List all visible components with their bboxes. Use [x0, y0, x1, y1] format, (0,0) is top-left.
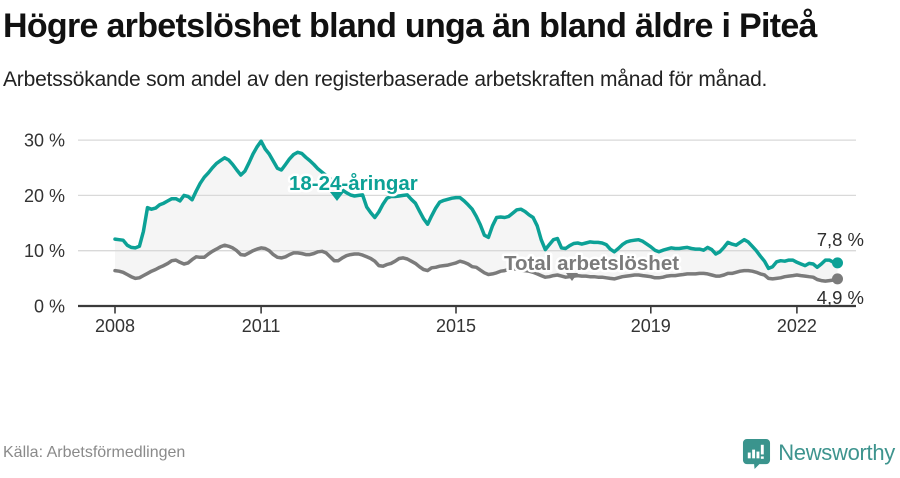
chart-subtitle: Arbetssökande som andel av den registerb…: [3, 68, 768, 91]
x-tick-label-2008: 2008: [95, 316, 135, 336]
total-end-dot: [832, 273, 843, 285]
page: Högre arbetslöshet bland unga än bland ä…: [0, 4, 900, 478]
brand-logo[interactable]: Newsworthy: [742, 438, 895, 469]
source-note: Källa: Arbetsförmedlingen: [3, 444, 186, 461]
brand-name: Newsworthy: [778, 440, 895, 465]
chart-title: Högre arbetslöshet bland unga än bland ä…: [3, 7, 817, 45]
line-total-unemployment: [113, 243, 840, 283]
youth-end-dot: [832, 257, 843, 269]
y-gridlines: 30 % 20 % 10 % 0 %: [24, 131, 856, 317]
footer: Källa: Arbetsförmedlingen Newsworthy: [3, 428, 895, 478]
line-chart: 30 % 20 % 10 % 0 % 2008 2011 2015 2019 2022 18-…: [24, 131, 864, 336]
y-tick-label-30: 30 %: [24, 131, 65, 151]
youth-end-value: 7,8 %: [817, 229, 864, 250]
youth-label-arrow-icon: [330, 192, 344, 201]
x-axis-ticks: 2008 2011 2015 2019 2022: [95, 306, 817, 336]
x-tick-label-2015: 2015: [436, 316, 476, 336]
series-label-youth: 18-24-åringar: [289, 172, 418, 195]
series-band-fill: [115, 141, 838, 282]
line-youth-unemployment: [113, 139, 840, 271]
y-tick-label-0: 0 %: [34, 297, 65, 317]
y-tick-label-20: 20 %: [24, 186, 65, 206]
x-tick-label-2022: 2022: [777, 316, 817, 336]
y-tick-label-10: 10 %: [24, 241, 65, 261]
newsworthy-icon: [743, 438, 771, 469]
series-label-total: Total arbetslöshet: [504, 252, 679, 275]
x-tick-label-2011: 2011: [242, 316, 281, 336]
x-tick-label-2019: 2019: [631, 316, 671, 336]
total-label-arrow-icon: [566, 273, 578, 281]
total-end-value: 4,9 %: [817, 287, 864, 308]
